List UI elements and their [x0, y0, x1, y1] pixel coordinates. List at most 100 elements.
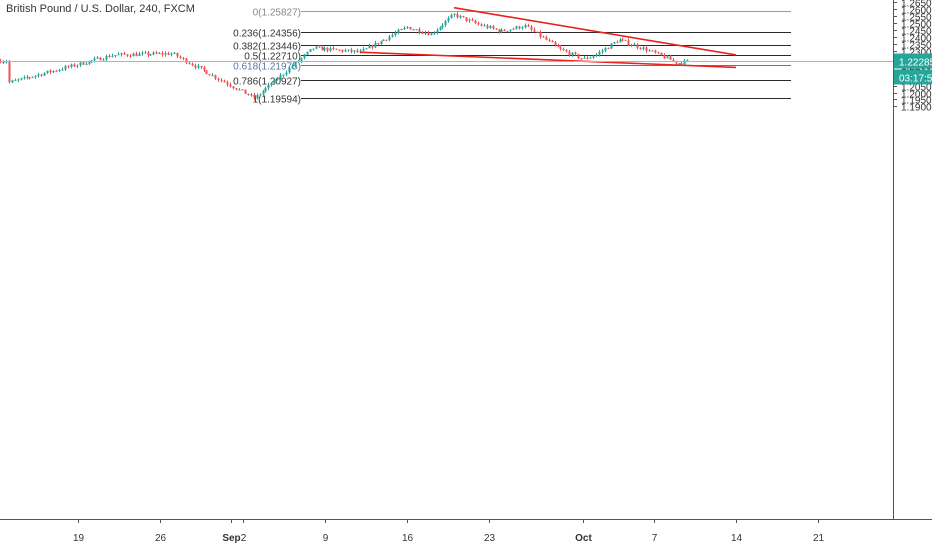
candle-body: [616, 42, 619, 44]
candle-body: [394, 32, 397, 35]
candle-body: [102, 59, 105, 61]
candle-body: [90, 60, 93, 62]
candle-body: [344, 50, 347, 52]
candle-body: [279, 75, 282, 80]
candle-body: [191, 63, 194, 66]
candle-body: [167, 53, 170, 55]
chart-title: British Pound / U.S. Dollar, 240, FXCM: [6, 3, 195, 15]
candle-body: [117, 54, 120, 56]
candle-body: [580, 58, 583, 60]
candle-body: [592, 56, 595, 58]
fib-level-label: 0.382(1.23446): [233, 42, 301, 53]
candle-body: [147, 52, 150, 56]
candle-body: [380, 40, 383, 44]
candle-body: [37, 74, 40, 76]
candle-body: [663, 55, 666, 59]
candle-body: [436, 30, 439, 33]
candle-body: [164, 53, 167, 55]
candle-body: [359, 50, 362, 52]
candle-body: [680, 63, 683, 65]
candle-body: [683, 60, 686, 65]
candle-body: [462, 15, 465, 18]
candle-body: [439, 27, 442, 31]
candle-body: [31, 76, 34, 78]
candle-body: [559, 47, 562, 49]
candle-body: [672, 59, 675, 61]
candle-body: [82, 62, 85, 65]
candle-body: [49, 70, 52, 73]
candle-body: [135, 53, 138, 56]
candle-body: [23, 76, 26, 79]
candle-body: [589, 57, 592, 59]
candle-body: [2, 61, 5, 63]
candle-body: [76, 65, 79, 67]
candle-body: [223, 80, 226, 83]
candle-body: [64, 66, 67, 70]
candle-body: [176, 52, 179, 57]
candle-body: [542, 36, 545, 38]
y-tick-label: 1.23000: [901, 48, 932, 59]
candle-body: [200, 65, 203, 68]
candle-body: [144, 52, 147, 54]
candle-body: [471, 19, 474, 21]
fib-level-label: 0.618(1.21975): [233, 62, 301, 73]
y-tick-label: 1.23500: [901, 41, 932, 52]
candle-body: [105, 55, 108, 60]
candle-body: [610, 43, 613, 49]
candle-body: [548, 39, 551, 41]
candle-body: [203, 67, 206, 71]
candle-body: [533, 29, 536, 32]
candle-body: [318, 46, 321, 48]
candle-body: [188, 62, 191, 64]
candle-body: [492, 26, 495, 29]
candle-body: [515, 26, 518, 29]
candle-body: [321, 46, 324, 51]
x-tick-label: 21: [813, 533, 825, 544]
candle-body: [557, 45, 560, 48]
candle-body: [503, 29, 506, 32]
candle-body: [613, 42, 616, 44]
candle-body: [155, 52, 158, 54]
candle-body: [648, 50, 651, 52]
candle-body: [85, 63, 88, 65]
candle-body: [158, 52, 161, 54]
candle-body: [565, 50, 568, 52]
candle-body: [306, 51, 309, 55]
candle-body: [418, 29, 421, 33]
candle-body: [108, 55, 111, 58]
candle-body: [415, 29, 418, 31]
candle-body: [486, 25, 489, 29]
candle-body: [17, 79, 20, 81]
fib-level-label: 1(1.19594): [253, 95, 301, 106]
candle-body: [536, 31, 539, 33]
candle-body: [362, 49, 365, 51]
candle-body: [521, 27, 524, 29]
candle-body: [79, 62, 82, 66]
candle-body: [583, 57, 586, 59]
candle-body: [554, 42, 557, 46]
candle-body: [220, 79, 223, 81]
candle-body: [332, 47, 335, 49]
candle-body: [385, 39, 388, 41]
x-tick-label: 16: [402, 533, 414, 544]
candle-body: [335, 48, 338, 50]
candle-body: [642, 47, 645, 49]
candle-body: [465, 17, 468, 21]
candle-body: [621, 39, 624, 41]
candle-body: [654, 50, 657, 53]
candle-body: [285, 72, 288, 75]
candle-body: [329, 47, 332, 51]
candle-body: [427, 32, 430, 36]
candle-body: [397, 29, 400, 33]
candle-body: [217, 78, 220, 80]
candle-body: [403, 27, 406, 30]
candle-body: [391, 34, 394, 37]
candle-body: [226, 82, 229, 85]
candle-body: [371, 45, 374, 48]
candle-body: [20, 78, 23, 80]
candle-body: [675, 60, 678, 64]
candle-body: [586, 57, 589, 59]
candle-body: [459, 15, 462, 18]
